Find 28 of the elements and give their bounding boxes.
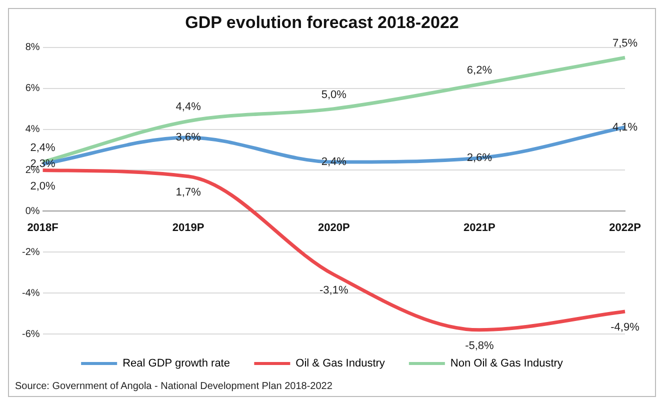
y-tick-label: 4% (25, 124, 40, 136)
data-label: -5,8% (465, 340, 494, 352)
y-tick-label: 0% (25, 206, 40, 217)
chart-title: GDP evolution forecast 2018-2022 (185, 12, 459, 32)
y-tick-label: -2% (22, 246, 40, 258)
x-tick-label: 2018F (27, 222, 59, 234)
data-label: 1,7% (176, 186, 202, 198)
y-tick-label: 2% (25, 164, 40, 176)
x-tick-label: 2021P (464, 222, 496, 234)
data-label: 4,4% (176, 101, 202, 114)
legend-label: Non Oil & Gas Industry (450, 358, 564, 370)
legend-label: Real GDP growth rate (122, 358, 230, 370)
data-label: 7,5% (612, 38, 638, 50)
legend-label: Oil & Gas Industry (296, 358, 386, 370)
x-tick-label: 2020P (318, 222, 350, 234)
data-label: 5,0% (321, 88, 347, 101)
y-tick-label: -4% (22, 288, 40, 299)
x-tick-label: 2022P (609, 222, 641, 234)
x-tick-label: 2019P (172, 222, 204, 234)
data-label: -3,1% (320, 284, 348, 297)
y-tick-label: 6% (25, 83, 40, 94)
y-tick-label: 8% (25, 42, 40, 54)
data-label: 2,0% (30, 180, 56, 192)
y-tick-label: -6% (22, 328, 40, 340)
data-label: 6,2% (466, 64, 492, 76)
data-label: 2,4% (30, 142, 56, 154)
data-label: -4,9% (610, 322, 640, 334)
source-note: Source: Government of Angola - National Development Plan 2018-2022 (14, 380, 334, 394)
